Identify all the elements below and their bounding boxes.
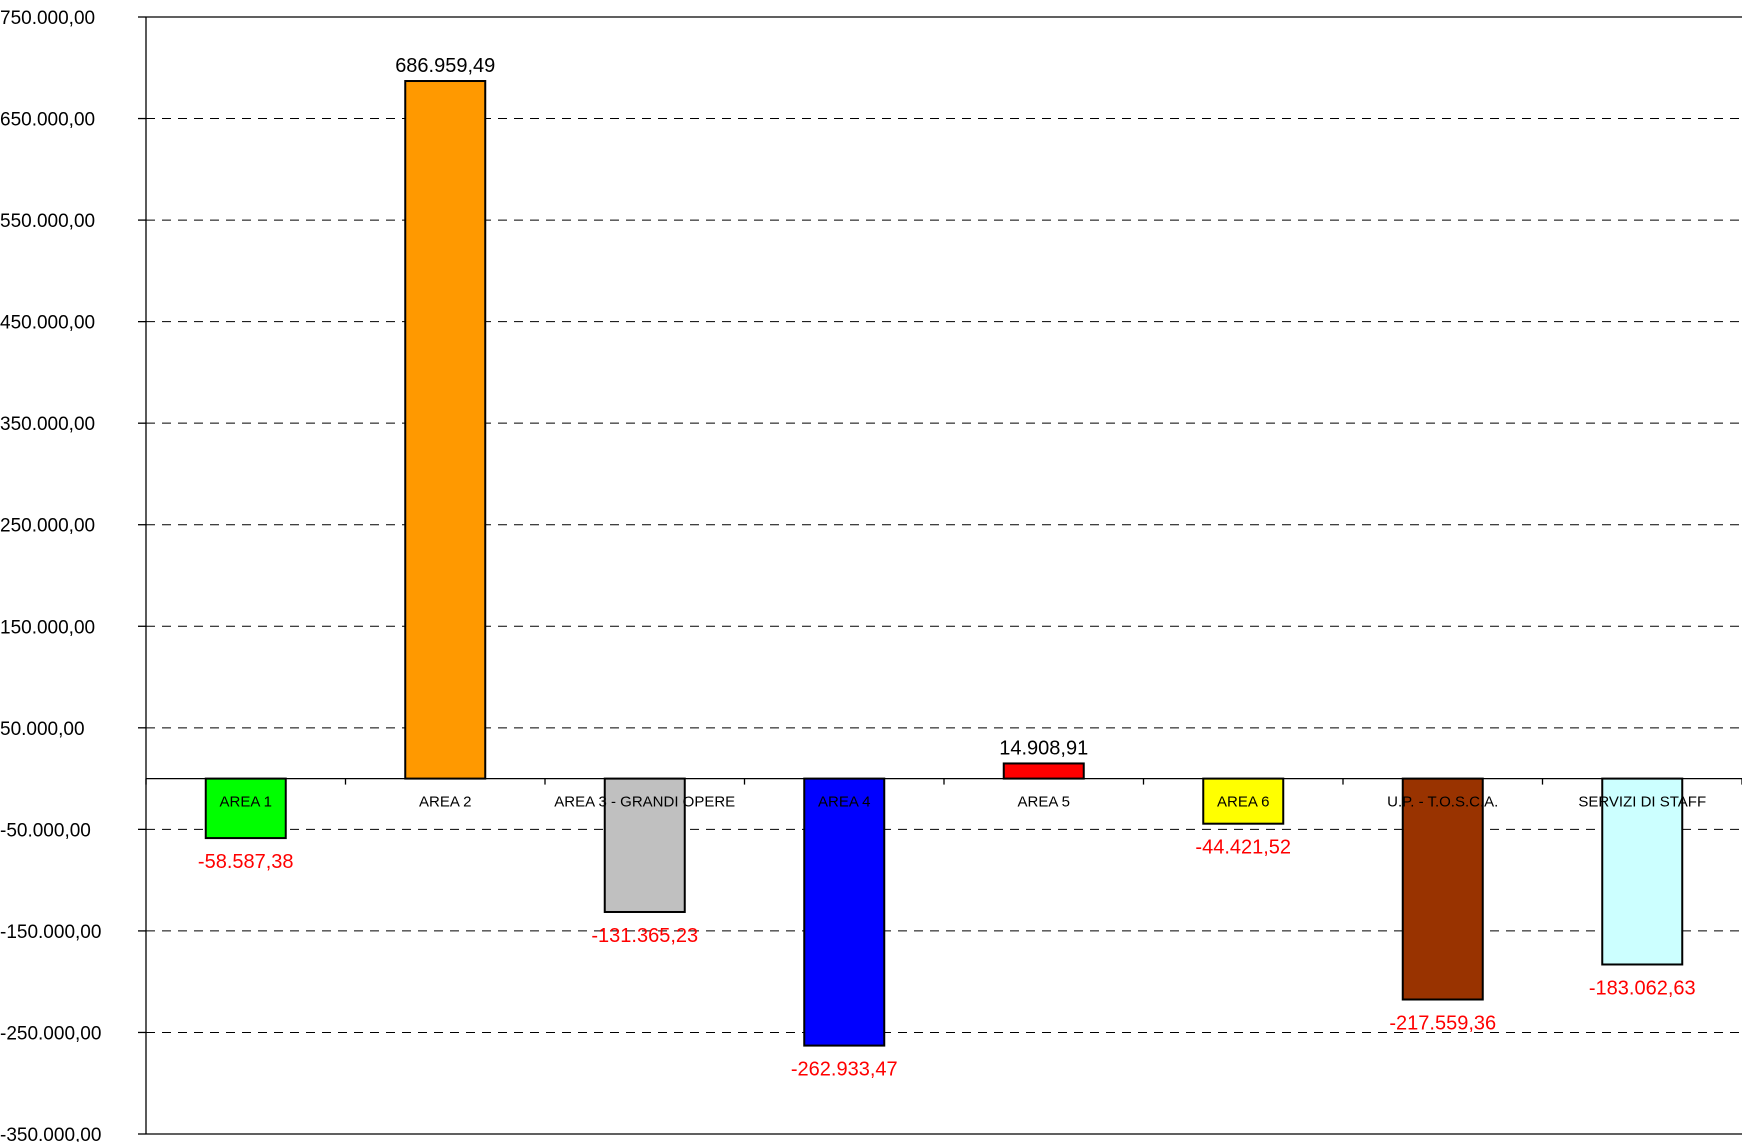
y-tick-label: -250.000,00 [0,1023,101,1044]
y-tick-label: -50.000,00 [0,820,91,841]
category-label: AREA 6 [1217,794,1270,811]
y-tick-label: 50.000,00 [0,719,85,740]
y-tick-label: 750.000,00 [0,8,95,29]
y-tick-label: -150.000,00 [0,922,101,943]
data-label: -262.933,47 [791,1059,898,1081]
category-label: AREA 4 [818,794,871,811]
bar-layer [206,81,1683,1046]
y-tick-label: 250.000,00 [0,516,95,537]
data-label: -131.365,23 [591,925,698,947]
y-tick-label: -350.000,00 [0,1125,101,1142]
category-label: AREA 3 - GRANDI OPERE [554,794,735,811]
data-label: -183.062,63 [1589,977,1696,999]
y-tick-label: 650.000,00 [0,110,95,131]
category-label: U.P. - T.O.S.C.A. [1387,794,1498,811]
bar-4 [804,779,884,1046]
category-label: AREA 2 [419,794,472,811]
y-tick-label: 350.000,00 [0,414,95,435]
data-label: 686.959,49 [395,55,495,77]
category-label-layer: AREA 1 AREA 2 AREA 3 - GRANDI OPERE AREA 4 A… [219,794,1706,811]
y-tick-label: 550.000,00 [0,211,95,232]
bar-7 [1403,779,1483,1000]
bar-5 [1004,763,1084,778]
category-label: AREA 5 [1017,794,1070,811]
y-tick-label: 150.000,00 [0,617,95,638]
data-label: -58.587,38 [198,851,294,873]
bar-2 [405,81,485,779]
y-tick-label: 450.000,00 [0,313,95,334]
data-label: -44.421,52 [1195,837,1291,859]
category-label: SERVIZI DI STAFF [1578,794,1706,811]
category-label: AREA 1 [219,794,272,811]
data-label: 14.908,91 [999,737,1088,759]
data-label: -217.559,36 [1389,1013,1496,1035]
grid-layer [146,119,1742,1033]
